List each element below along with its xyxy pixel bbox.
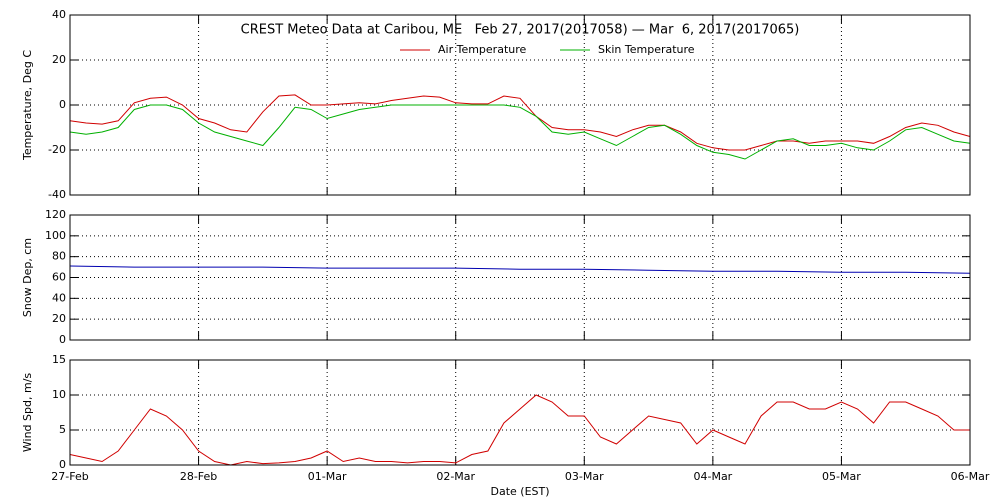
plot-frame [69,359,971,466]
plot-frame [69,214,971,341]
plot-frame [69,14,971,196]
y-axis-label: Wind Spd, m/s [21,373,34,453]
legend-label: Air Temperature [438,43,527,56]
y-tick-label: 60 [52,271,66,284]
x-axis-label: Date (EST) [490,485,549,498]
x-tick-label: 28-Feb [180,470,217,483]
data-line [69,104,971,160]
x-tick-label: 02-Mar [436,470,475,483]
x-tick-label: 06-Mar [951,470,990,483]
y-tick-label: 40 [52,291,66,304]
legend-label: Skin Temperature [598,43,695,56]
chart-title: CREST Meteo Data at Caribou, ME Feb 27, … [241,23,800,38]
data-line [69,265,971,274]
y-tick-label: 0 [59,458,66,471]
y-tick-label: 100 [45,229,66,242]
y-tick-label: 80 [52,250,66,263]
x-tick-label: 04-Mar [693,470,732,483]
x-tick-label: 03-Mar [565,470,604,483]
y-axis-label: Snow Dep, cm [21,238,34,317]
y-tick-label: 20 [52,53,66,66]
y-tick-label: 10 [52,388,66,401]
x-tick-label: 27-Feb [51,470,88,483]
y-tick-label: 40 [52,8,66,21]
y-tick-label: 120 [45,208,66,221]
y-tick-label: -40 [48,188,66,201]
y-tick-label: 20 [52,312,66,325]
x-tick-label: 01-Mar [308,470,347,483]
y-tick-label: 5 [59,423,66,436]
y-tick-label: 0 [59,98,66,111]
y-axis-label: Temperature, Deg C [21,50,34,161]
y-tick-label: -20 [48,143,66,156]
y-tick-label: 0 [59,333,66,346]
y-tick-label: 15 [52,353,66,366]
x-tick-label: 05-Mar [822,470,861,483]
data-line [69,94,971,151]
data-line [69,394,970,466]
